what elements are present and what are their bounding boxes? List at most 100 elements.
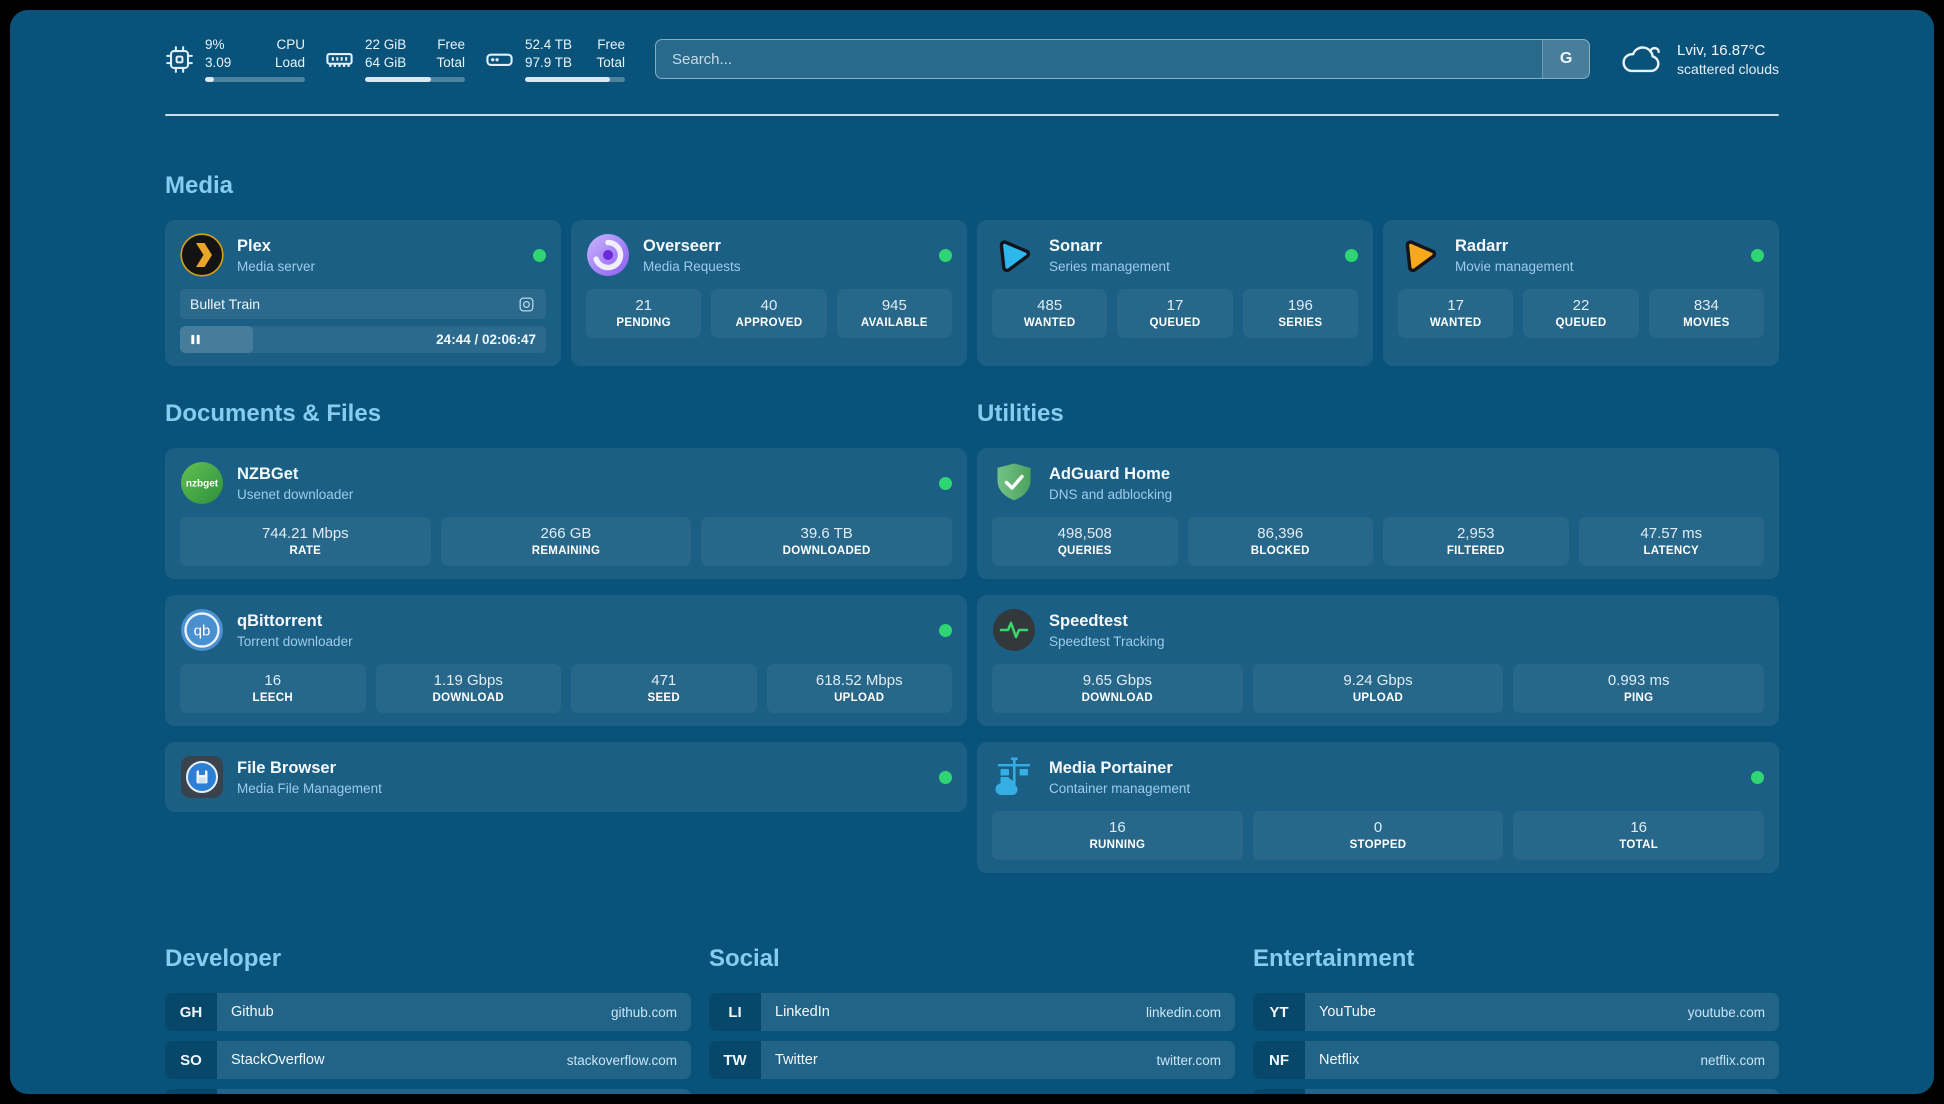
bookmark-url: twitter.com	[1156, 1052, 1221, 1068]
filebrowser-card[interactable]: File Browser Media File Management	[165, 742, 967, 813]
portainer-card[interactable]: Media Portainer Container management 16 R…	[977, 742, 1779, 874]
stat-leech: 16 LEECH	[180, 664, 366, 714]
bookmark-reddit[interactable]: RE Redditreddit.com	[1253, 1089, 1779, 1094]
bookmark-netflix[interactable]: NF Netflix netflix.com	[1253, 1041, 1779, 1080]
app-title: qBittorrent	[237, 611, 323, 630]
top-bar: 9% 3.09 CPU Load	[165, 10, 1779, 83]
weather-location: Lviv, 16.87°C	[1677, 41, 1766, 59]
stat-seed: 471 SEED	[571, 664, 757, 714]
status-online-dot	[1345, 248, 1358, 262]
bookmark-url: youtube.com	[1687, 1004, 1765, 1020]
adguard-card[interactable]: AdGuard Home DNS and adblocking 498,508 Q…	[977, 448, 1779, 580]
system-stats: 9% 3.09 CPU Load	[165, 36, 625, 83]
bookmark-youtube[interactable]: YT YouTube youtube.com	[1253, 993, 1779, 1032]
app-subtitle: Container management	[1049, 780, 1191, 796]
stat-running: 16 RUNNING	[992, 811, 1243, 861]
stat-downloaded: 39.6 TB DOWNLOADED	[701, 517, 952, 567]
bookmark-dev[interactable]: DT DEVdev.to	[165, 1089, 691, 1094]
cpu-load-value: 3.09	[205, 55, 232, 71]
bookmark-abbr: RE	[1253, 1089, 1305, 1094]
dashboard: 9% 3.09 CPU Load	[10, 10, 1934, 1094]
bookmark-linkedin[interactable]: LI LinkedIn linkedin.com	[709, 993, 1235, 1032]
header-divider	[165, 114, 1779, 117]
status-online-dot	[939, 623, 952, 637]
search-input[interactable]	[655, 39, 1591, 80]
qbittorrent-card[interactable]: qb qBittorrent Torrent downloader 16 LEEC…	[165, 595, 967, 727]
utilities-section-title: Utilities	[977, 400, 1064, 428]
radarr-icon	[1398, 233, 1442, 277]
now-playing-row: Bullet Train	[180, 289, 546, 320]
social-section-title: Social	[709, 945, 780, 973]
bookmark-url: linkedin.com	[1145, 1004, 1221, 1020]
bookmark-stackoverflow[interactable]: SO StackOverflow stackoverflow.com	[165, 1041, 691, 1080]
stat-pending: 21 PENDING	[586, 289, 702, 339]
bookmark-name: YouTube	[1319, 1004, 1376, 1021]
cpu-load-label: Load	[274, 55, 305, 71]
radarr-card[interactable]: Radarr Movie management 17 WANTED 22 QUEUE…	[1383, 220, 1779, 367]
status-online-dot	[939, 248, 952, 262]
app-title: AdGuard Home	[1049, 464, 1171, 483]
speedtest-card[interactable]: Speedtest Speedtest Tracking 9.65 Gbps DO…	[977, 595, 1779, 727]
stat-download: 1.19 Gbps DOWNLOAD	[375, 664, 561, 714]
sonarr-card[interactable]: Sonarr Series management 485 WANTED 17 QUE…	[977, 220, 1373, 367]
stat-remaining: 266 GB REMAINING	[440, 517, 692, 567]
stat-wanted: 485 WANTED	[992, 289, 1108, 339]
overseerr-icon	[586, 233, 630, 277]
bookmark-name: Twitter	[775, 1052, 818, 1069]
documents-section-title: Documents & Files	[165, 400, 382, 428]
stat-queued: 17 QUEUED	[1117, 289, 1233, 339]
memory-free-label: Free	[437, 37, 465, 52]
disk-total-label: Total	[596, 55, 625, 71]
app-title: Speedtest	[1049, 611, 1128, 630]
disk-free-value: 52.4 TB	[525, 37, 573, 52]
svg-text:qb: qb	[194, 623, 211, 640]
app-subtitle: Movie management	[1455, 258, 1574, 274]
stat-latency: 47.57 ms LATENCY	[1578, 517, 1764, 567]
disk-free-label: Free	[597, 37, 625, 52]
overseerr-card[interactable]: Overseerr Media Requests 21 PENDING 40 APP…	[571, 220, 967, 367]
cpu-icon	[166, 45, 193, 73]
memory-total-value: 64 GiB	[365, 55, 407, 71]
qbittorrent-icon: qb	[180, 608, 224, 652]
cpu-usage-value: 9%	[205, 37, 225, 52]
speedtest-icon	[992, 608, 1036, 652]
app-title: Media Portainer	[1049, 758, 1173, 777]
plex-card[interactable]: Plex Media server Bullet Train	[165, 220, 561, 367]
nzbget-card[interactable]: nzbget NZBGet Usenet downloader 744.21 M…	[165, 448, 967, 580]
app-title: Sonarr	[1049, 236, 1103, 255]
app-title: Overseerr	[643, 236, 721, 255]
bookmark-abbr: YT	[1253, 993, 1305, 1032]
status-online-dot	[533, 248, 546, 262]
filebrowser-icon	[180, 755, 224, 799]
plex-icon	[180, 233, 224, 278]
bookmark-twitter[interactable]: TW Twitter twitter.com	[709, 1041, 1235, 1080]
search-bar: G	[655, 39, 1591, 80]
bookmark-github[interactable]: GH Github github.com	[165, 993, 691, 1032]
disk-icon	[486, 53, 513, 66]
memory-stat: 22 GiB 64 GiB Free Total	[325, 36, 465, 83]
bookmark-group-entertainment: Entertainment YT YouTube youtube.com NF N…	[1253, 945, 1779, 1094]
search-engine-button[interactable]: G	[1542, 40, 1590, 79]
stat-series: 196 SERIES	[1242, 289, 1358, 339]
developer-section-title: Developer	[165, 945, 282, 973]
bookmark-name: StackOverflow	[231, 1052, 325, 1069]
stat-upload: 618.52 Mbps UPLOAD	[766, 664, 952, 714]
stat-ping: 0.993 ms PING	[1513, 664, 1764, 714]
stat-wanted: 17 WANTED	[1398, 289, 1514, 339]
memory-total-label: Total	[436, 55, 465, 71]
svg-text:nzbget: nzbget	[186, 479, 219, 490]
disk-progress-bar	[525, 77, 625, 83]
status-online-dot	[1751, 248, 1764, 262]
weather-widget: Lviv, 16.87°C scattered clouds	[1620, 42, 1779, 77]
stat-movies: 834 MOVIES	[1648, 289, 1764, 339]
memory-icon	[326, 52, 353, 67]
bookmark-group-developer: Developer GH Github github.com SO StackOv…	[165, 945, 691, 1094]
pause-button[interactable]	[189, 333, 202, 346]
bookmark-abbr: DT	[165, 1089, 217, 1094]
portainer-icon	[992, 755, 1036, 799]
stat-upload: 9.24 Gbps UPLOAD	[1252, 664, 1504, 714]
bookmark-abbr: NF	[1253, 1041, 1305, 1080]
app-subtitle: Series management	[1049, 258, 1170, 274]
bookmark-name: Github	[231, 1004, 274, 1021]
cloud-icon	[1622, 46, 1660, 73]
